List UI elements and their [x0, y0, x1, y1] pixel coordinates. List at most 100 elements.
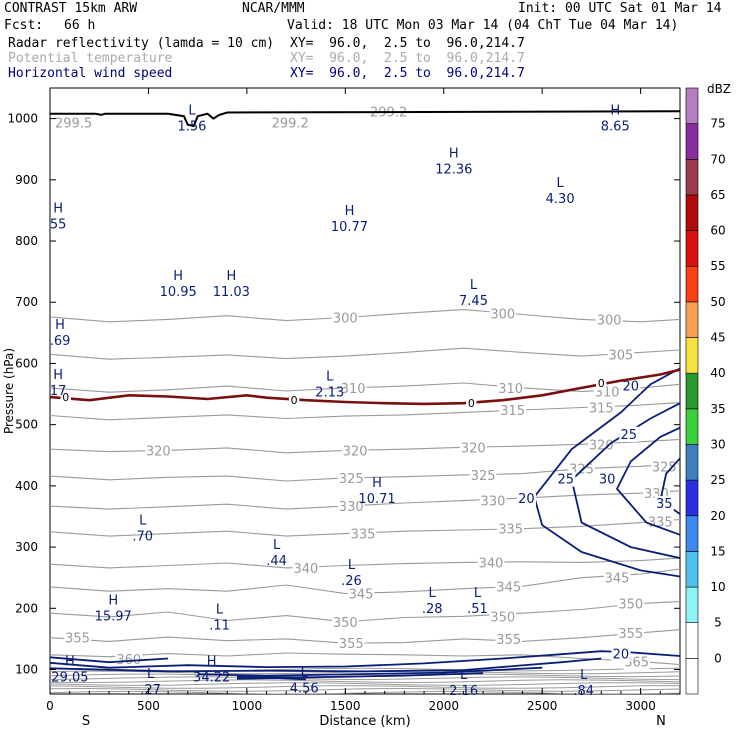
colorbar-swatch: [685, 551, 699, 588]
colorbar-swatch: [685, 479, 699, 517]
theta-contour-350: [50, 601, 680, 623]
colorbar-swatch: [685, 230, 699, 267]
hl-letter-H: H: [55, 318, 65, 333]
hl-letter-L: L: [216, 602, 224, 617]
hl-value: .69: [50, 334, 71, 349]
hl-value: .27: [140, 683, 161, 698]
hl-letter-L: L: [326, 369, 334, 384]
wind-label-35: 35: [656, 497, 673, 512]
org-label: NCAR/MMM: [242, 1, 305, 16]
theta-label-330-bg: [479, 493, 507, 509]
theta-contour-355: [50, 629, 680, 644]
colorbar-label: 45: [710, 331, 725, 345]
zero-contour: 0 0 0 0: [50, 368, 680, 411]
wind-contour-35: [236, 672, 484, 679]
theta-label-310: 310: [498, 382, 523, 397]
hl-value: 2.13: [315, 385, 344, 400]
model-title: CONTRAST 15km ARW: [4, 1, 138, 16]
colorbar-swatch: [685, 658, 699, 695]
hl-letter-L: L: [139, 514, 147, 529]
hl-letter-L: L: [557, 176, 565, 191]
wind-label-20: 20: [518, 492, 535, 507]
hl-letter-H: H: [449, 146, 459, 161]
theta-label-320: 320: [343, 444, 368, 459]
zero-label-bg: [596, 377, 607, 391]
hl-letter-H: H: [610, 104, 620, 119]
colorbar-title: dBZ: [707, 82, 731, 96]
axes: 0 500 1000 1500 2000 2500 30001002003004005006…: [2, 88, 681, 729]
y-axis-label: Pressure (hPa): [2, 348, 16, 434]
x-tick-label: 2500: [527, 699, 558, 713]
hl-value: 11.03: [213, 285, 250, 300]
hl-value: 12.36: [435, 162, 472, 177]
colorbar-label: 25: [710, 473, 725, 487]
wind-contour-25: [50, 657, 602, 673]
theta-label-315: 315: [589, 402, 614, 417]
theta-contour-340: [50, 557, 680, 569]
hl-value: .70: [132, 530, 153, 545]
colorbar-label: 65: [710, 188, 725, 202]
theta-label-320: 320: [461, 441, 486, 456]
hl-value: 55: [50, 218, 67, 233]
theta-label-310-bg: [339, 380, 367, 396]
theta-label-low: 299.5: [55, 116, 92, 131]
theta-label-305-bg: [607, 347, 635, 363]
theta-label-345: 345: [349, 588, 374, 603]
y-tick-label: 300: [15, 540, 38, 554]
wind-label-20: 20: [613, 648, 630, 663]
theta-contour-310: [50, 382, 680, 393]
colorbar-label: 15: [710, 544, 725, 558]
theta-label-335: 335: [648, 515, 673, 530]
zero-label-bg: [288, 394, 300, 408]
hl-letter-L: L: [580, 668, 588, 683]
colorbar-label: 0: [714, 651, 722, 665]
wind-label-20-bg: [621, 378, 641, 394]
field-xy-wind: XY= 96.0, 2.5 to 96.0,214.7: [290, 66, 525, 81]
hl-value: 10.77: [331, 220, 368, 235]
theta-label-335: 335: [351, 528, 376, 543]
wind-label-30: 30: [599, 473, 616, 488]
theta-label-340: 340: [294, 562, 319, 577]
upper-theta-line: [50, 676, 680, 681]
zero-label-bg: [466, 397, 477, 411]
hl-letter-H: H: [65, 655, 75, 670]
hl-value: 8.65: [601, 120, 630, 135]
x-tick-label: 0: [46, 699, 54, 713]
theta-contour-305: [50, 347, 680, 360]
wind-contour-40: [236, 677, 306, 681]
theta-label-320-bg: [341, 443, 369, 459]
colorbar-swatch: [685, 337, 699, 374]
wind-label-20: 20: [623, 379, 640, 394]
hl-value: .44: [266, 554, 287, 569]
theta-label-315-bg: [587, 400, 615, 416]
theta-label-325: 325: [471, 469, 496, 484]
colorbar-label: 5: [714, 616, 722, 630]
wind-label-25: 25: [621, 428, 638, 443]
hl-letter-L: L: [470, 278, 478, 293]
x-end-label-right: N: [656, 714, 666, 729]
y-tick-label: 900: [15, 173, 38, 187]
wind-contour-20: [50, 656, 169, 664]
theta-label-low: 299.2: [272, 116, 309, 131]
y-tick-label: 600: [15, 356, 38, 370]
hl-letter-H: H: [108, 593, 118, 608]
theta-label-305: 305: [609, 348, 634, 363]
hl-value: 10.71: [358, 492, 395, 507]
theta-label-355: 355: [65, 632, 90, 647]
hl-letter-H: H: [345, 204, 355, 219]
hl-value: 29.05: [51, 671, 88, 686]
theta-label-350-bg: [332, 614, 359, 630]
wind-label-25: 25: [558, 473, 575, 488]
colorbar-swatch: [685, 372, 699, 410]
theta-label-350-bg: [617, 596, 645, 612]
zero-label: 0: [291, 394, 298, 407]
zero-label: 0: [62, 391, 69, 404]
wind-label-20-bg: [516, 491, 536, 507]
valid-time: Valid: 18 UTC Mon 03 Mar 14 (04 ChT Tue …: [287, 18, 679, 33]
colorbar-swatch: [685, 87, 699, 124]
field-xy-refl: XY= 96.0, 2.5 to 96.0,214.7: [290, 36, 525, 51]
theta-label-345-bg: [495, 579, 523, 595]
hl-letter-L: L: [273, 538, 281, 553]
terrain: [50, 110, 680, 128]
